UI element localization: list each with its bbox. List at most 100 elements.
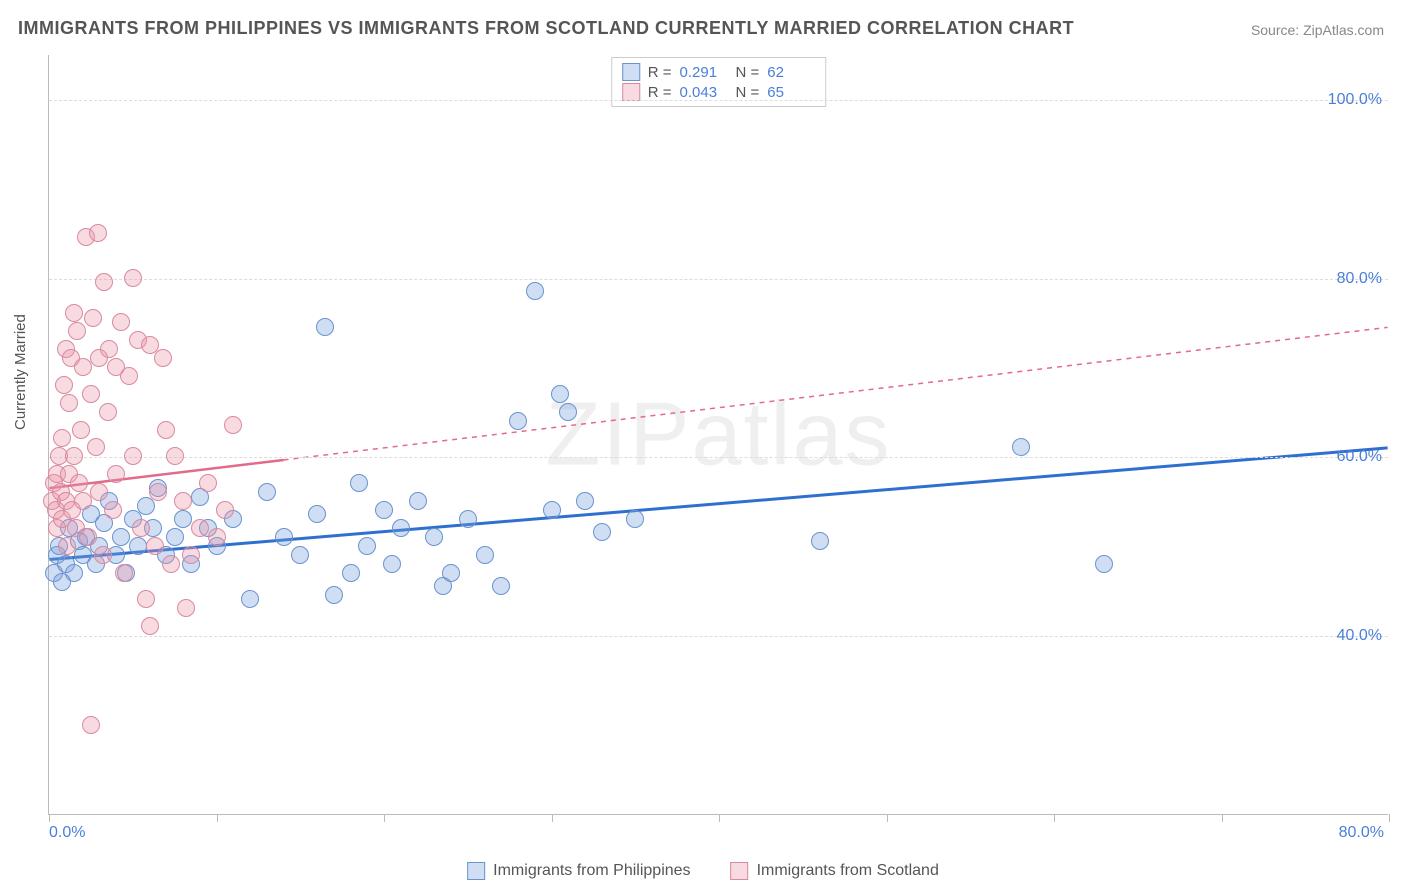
r-label: R = — [648, 84, 672, 101]
trend-line-dashed-scotland — [284, 327, 1388, 460]
source-label: Source: ZipAtlas.com — [1251, 22, 1384, 38]
scatter-point-philippines — [459, 510, 477, 528]
scatter-point-scotland — [107, 465, 125, 483]
scatter-point-scotland — [70, 474, 88, 492]
scatter-point-scotland — [177, 599, 195, 617]
n-label: N = — [736, 84, 760, 101]
scatter-point-philippines — [476, 546, 494, 564]
scatter-point-philippines — [325, 586, 343, 604]
legend-item-scotland: Immigrants from Scotland — [731, 862, 939, 880]
scatter-point-philippines — [342, 564, 360, 582]
scatter-point-scotland — [132, 519, 150, 537]
scatter-point-scotland — [157, 421, 175, 439]
scatter-point-scotland — [82, 716, 100, 734]
x-tick — [217, 814, 218, 822]
scatter-point-philippines — [526, 282, 544, 300]
y-axis-label: Currently Married — [12, 314, 29, 430]
scatter-point-philippines — [166, 528, 184, 546]
scatter-point-philippines — [129, 537, 147, 555]
legend-item-philippines: Immigrants from Philippines — [467, 862, 690, 880]
chart-plot-area: ZIPatlas R =0.291N =62R =0.043N =65 40.0… — [48, 55, 1388, 815]
scatter-point-scotland — [87, 438, 105, 456]
scatter-point-philippines — [291, 546, 309, 564]
n-label: N = — [736, 64, 760, 81]
n-value-philippines: 62 — [767, 64, 815, 81]
scatter-point-philippines — [241, 590, 259, 608]
scatter-point-scotland — [79, 528, 97, 546]
scatter-point-scotland — [55, 376, 73, 394]
scatter-point-scotland — [154, 349, 172, 367]
scatter-point-scotland — [72, 421, 90, 439]
watermark-text: ZIPatlas — [545, 383, 891, 486]
scatter-point-scotland — [65, 447, 83, 465]
scatter-point-scotland — [115, 564, 133, 582]
chart-title: IMMIGRANTS FROM PHILIPPINES VS IMMIGRANT… — [18, 18, 1074, 39]
gridline — [49, 279, 1388, 280]
scatter-point-philippines — [1095, 555, 1113, 573]
x-tick-label: 80.0% — [1339, 824, 1384, 842]
scatter-point-scotland — [191, 519, 209, 537]
r-value-philippines: 0.291 — [680, 64, 728, 81]
scatter-point-scotland — [68, 322, 86, 340]
x-tick — [1054, 814, 1055, 822]
scatter-point-scotland — [95, 273, 113, 291]
scatter-point-philippines — [383, 555, 401, 573]
scatter-point-scotland — [74, 358, 92, 376]
scatter-point-philippines — [358, 537, 376, 555]
r-label: R = — [648, 64, 672, 81]
scatter-point-scotland — [174, 492, 192, 510]
scatter-point-philippines — [593, 523, 611, 541]
legend-label-philippines: Immigrants from Philippines — [493, 862, 690, 880]
scatter-point-scotland — [146, 537, 164, 555]
scatter-point-scotland — [182, 546, 200, 564]
watermark-zip: ZIP — [545, 384, 691, 484]
scatter-point-scotland — [137, 590, 155, 608]
legend-label-scotland: Immigrants from Scotland — [757, 862, 939, 880]
scatter-point-scotland — [99, 403, 117, 421]
scatter-point-scotland — [58, 537, 76, 555]
x-tick — [49, 814, 50, 822]
scatter-point-philippines — [112, 528, 130, 546]
gridline — [49, 636, 1388, 637]
scatter-point-philippines — [811, 532, 829, 550]
scatter-point-philippines — [442, 564, 460, 582]
x-tick — [552, 814, 553, 822]
y-tick-label: 40.0% — [1337, 627, 1382, 645]
scatter-point-philippines — [65, 564, 83, 582]
trend-lines-svg — [49, 55, 1388, 814]
scatter-point-scotland — [74, 492, 92, 510]
x-tick — [887, 814, 888, 822]
scatter-point-scotland — [100, 340, 118, 358]
scatter-point-scotland — [94, 546, 112, 564]
x-tick-label: 0.0% — [49, 824, 85, 842]
gridline — [49, 457, 1388, 458]
scatter-point-scotland — [112, 313, 130, 331]
scatter-point-scotland — [199, 474, 217, 492]
scatter-point-scotland — [65, 304, 83, 322]
scatter-point-philippines — [576, 492, 594, 510]
scatter-point-scotland — [208, 528, 226, 546]
scatter-point-philippines — [316, 318, 334, 336]
x-tick — [1222, 814, 1223, 822]
legend-swatch-philippines — [467, 862, 485, 880]
scatter-point-scotland — [124, 447, 142, 465]
scatter-point-philippines — [559, 403, 577, 421]
scatter-point-scotland — [224, 416, 242, 434]
scatter-point-philippines — [350, 474, 368, 492]
watermark-atlas: atlas — [691, 384, 891, 484]
y-tick-label: 80.0% — [1337, 270, 1382, 288]
scatter-point-scotland — [104, 501, 122, 519]
scatter-point-philippines — [425, 528, 443, 546]
scatter-point-philippines — [509, 412, 527, 430]
scatter-point-scotland — [60, 394, 78, 412]
scatter-point-scotland — [90, 483, 108, 501]
gridline — [49, 100, 1388, 101]
swatch-scotland — [622, 83, 640, 101]
series-legend: Immigrants from Philippines Immigrants fr… — [467, 862, 939, 880]
n-value-scotland: 65 — [767, 84, 815, 101]
scatter-point-philippines — [308, 505, 326, 523]
swatch-philippines — [622, 63, 640, 81]
y-tick-label: 100.0% — [1328, 91, 1382, 109]
scatter-point-scotland — [216, 501, 234, 519]
scatter-point-scotland — [141, 617, 159, 635]
